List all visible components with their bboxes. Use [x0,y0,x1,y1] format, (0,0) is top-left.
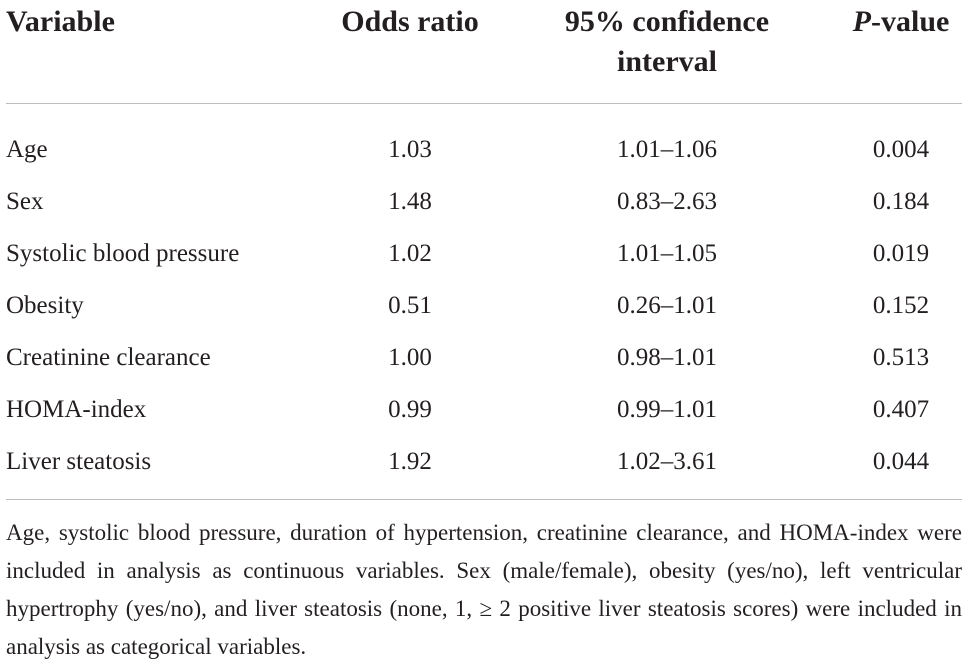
cell-p-value: 0.004 [872,136,930,163]
cell-p-value: 0.044 [872,448,930,475]
table-row: Age 1.03 1.01–1.06 0.004 [0,135,968,187]
cell-confidence-interval: 1.01–1.06 [617,136,717,163]
cell-p-value: 0.019 [872,240,930,267]
cell-p-value: 0.184 [872,188,930,215]
cell-p-value: 0.152 [872,292,930,319]
cell-odds-ratio: 1.00 [388,344,432,371]
cell-confidence-interval: 0.26–1.01 [617,292,717,319]
cell-variable: Sex [6,188,44,215]
cell-odds-ratio: 0.99 [388,396,432,423]
table-row: Obesity 0.51 0.26–1.01 0.152 [0,291,968,343]
table-row: Systolic blood pressure 1.02 1.01–1.05 0… [0,239,968,291]
header-confidence-interval: 95% confidence interval [540,2,794,82]
header-p-value: P-value [836,2,966,42]
cell-confidence-interval: 0.83–2.63 [617,188,717,215]
header-variable: Variable [6,5,115,38]
cell-confidence-interval: 0.98–1.01 [617,344,717,371]
header-p-rest: -value [871,5,950,38]
footer-divider [6,499,962,500]
cell-variable: Creatinine clearance [6,344,211,371]
cell-odds-ratio: 1.48 [388,188,432,215]
header-divider [6,103,962,104]
table-row: Creatinine clearance 1.00 0.98–1.01 0.51… [0,343,968,395]
cell-odds-ratio: 0.51 [388,292,432,319]
table-row: HOMA-index 0.99 0.99–1.01 0.407 [0,395,968,447]
header-p-italic: P [852,5,871,38]
header-odds-ratio: Odds ratio [341,5,479,38]
cell-odds-ratio: 1.92 [388,448,432,475]
cell-confidence-interval: 1.02–3.61 [617,448,717,475]
cell-variable: Obesity [6,292,84,319]
cell-variable: HOMA-index [6,396,147,423]
cell-confidence-interval: 1.01–1.05 [617,240,717,267]
header-ci-line2: interval [617,45,717,78]
table-row: Sex 1.48 0.83–2.63 0.184 [0,187,968,239]
cell-p-value: 0.407 [872,396,930,423]
table-footnote: Age, systolic blood pressure, duration o… [6,520,962,659]
cell-odds-ratio: 1.03 [388,136,432,163]
cell-variable: Age [6,136,48,163]
cell-confidence-interval: 0.99–1.01 [617,396,717,423]
header-ci-line1: 95% confidence [564,5,770,38]
cell-odds-ratio: 1.02 [388,240,432,267]
cell-variable: Liver steatosis [6,448,152,475]
cell-variable: Systolic blood pressure [6,240,240,267]
table-row: Liver steatosis 1.92 1.02–3.61 0.044 [0,447,968,499]
cell-p-value: 0.513 [872,344,930,371]
